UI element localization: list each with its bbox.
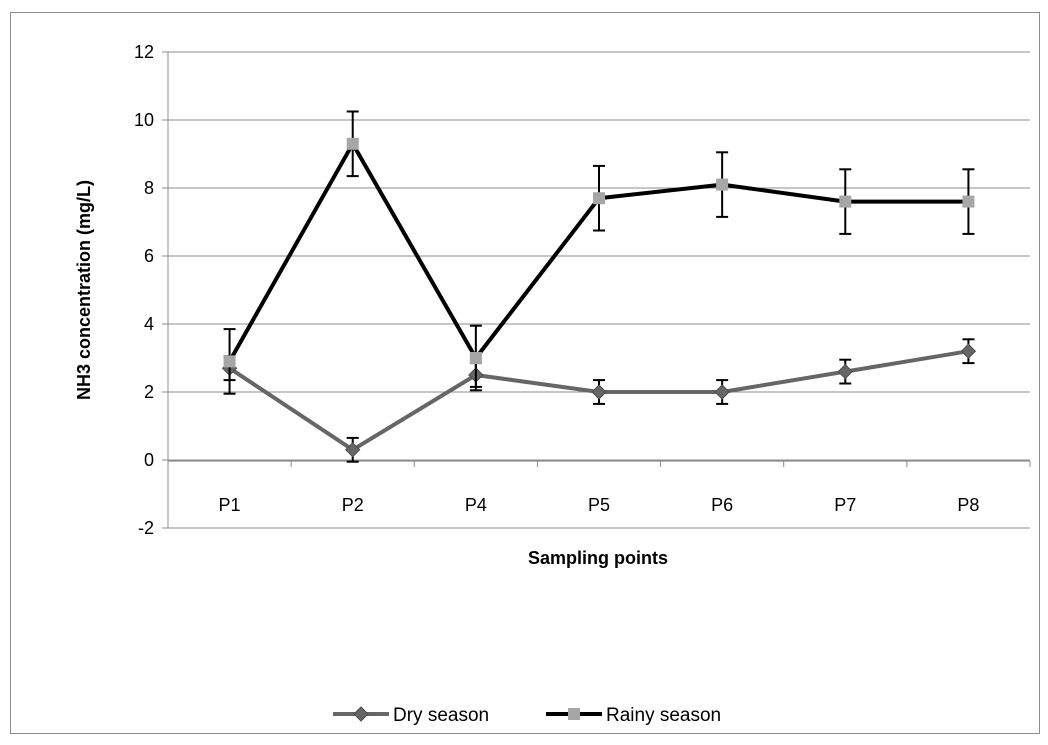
y-tick-label: 4: [144, 314, 154, 334]
data-point: [716, 178, 729, 191]
legend-item: Rainy season: [546, 705, 721, 726]
data-point: [469, 352, 482, 364]
x-tick-labels: P1 P2 P4 P5 P6 P7 P8: [219, 495, 980, 515]
series-dry-season: [221, 338, 977, 463]
data-point: [839, 195, 852, 208]
legend-label: Rainy season: [606, 705, 721, 726]
y-tick-label: 12: [134, 42, 154, 62]
y-tick-label: -2: [138, 518, 154, 538]
data-point: [837, 363, 853, 380]
x-tick-label: P5: [588, 495, 610, 515]
y-tick-label: 10: [134, 110, 154, 130]
series-rainy-season: [223, 110, 975, 395]
x-tick-label: P6: [711, 495, 733, 515]
y-axis-title: NH3 concentration (mg/L): [74, 180, 94, 400]
data-point: [223, 355, 236, 368]
y-tick-label: 2: [144, 382, 154, 402]
legend-label: Dry season: [393, 705, 489, 726]
x-axis-title: Sampling points: [528, 548, 668, 568]
legend-marker: [353, 706, 369, 722]
data-point: [346, 137, 359, 150]
y-tick-labels: -2 0 2 4 6 8 10 12: [134, 42, 154, 538]
y-tick-label: 6: [144, 246, 154, 266]
data-point: [591, 384, 607, 400]
data-point: [960, 343, 977, 359]
x-tick-label: P7: [834, 495, 856, 515]
y-tick-label: 0: [144, 450, 154, 470]
data-point: [962, 195, 975, 208]
y-tick-label: 8: [144, 178, 154, 198]
data-point: [345, 442, 361, 458]
x-tick-label: P2: [342, 495, 364, 515]
legend-item: Dry season: [333, 705, 489, 726]
x-tick-label: P1: [219, 495, 241, 515]
legend-marker: [568, 708, 580, 720]
data-point: [593, 192, 605, 205]
x-tick-label: P8: [957, 495, 979, 515]
data-point: [714, 384, 730, 400]
axes: [162, 51, 1031, 529]
x-tick-label: P4: [465, 495, 487, 515]
chart-frame: [10, 12, 1040, 734]
gridlines: [168, 51, 1030, 529]
series-layer: [221, 110, 977, 463]
legend: Dry season Rainy season: [333, 705, 721, 726]
